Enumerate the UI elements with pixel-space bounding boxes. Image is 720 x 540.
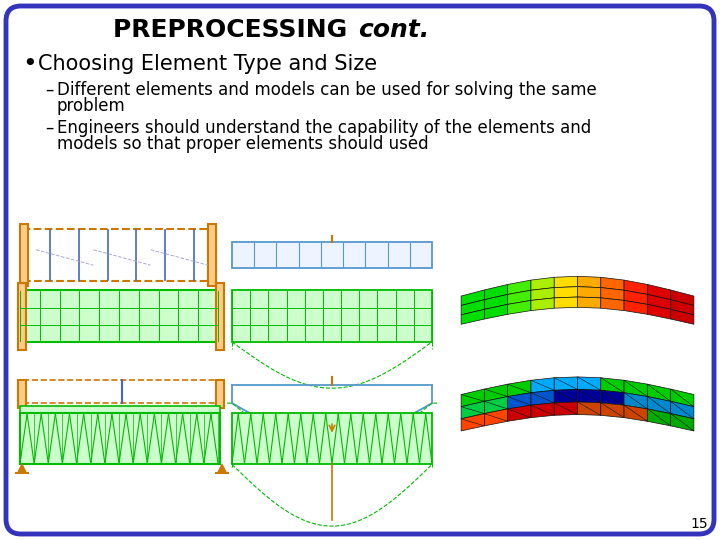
Polygon shape <box>531 277 554 291</box>
Polygon shape <box>485 294 508 309</box>
Polygon shape <box>461 389 485 407</box>
Polygon shape <box>554 377 577 390</box>
FancyBboxPatch shape <box>208 224 216 286</box>
Polygon shape <box>577 287 600 298</box>
Polygon shape <box>508 393 531 409</box>
Polygon shape <box>485 396 508 414</box>
Polygon shape <box>647 409 670 426</box>
Polygon shape <box>647 396 670 414</box>
Polygon shape <box>600 403 624 417</box>
Polygon shape <box>600 288 624 300</box>
Text: Choosing Element Type and Size: Choosing Element Type and Size <box>38 54 377 74</box>
Polygon shape <box>670 300 694 315</box>
FancyBboxPatch shape <box>216 283 224 349</box>
FancyBboxPatch shape <box>20 413 220 464</box>
FancyBboxPatch shape <box>232 242 432 268</box>
Polygon shape <box>554 402 577 415</box>
Polygon shape <box>624 280 647 294</box>
Polygon shape <box>531 378 554 393</box>
Polygon shape <box>485 305 508 319</box>
FancyBboxPatch shape <box>232 291 432 342</box>
FancyBboxPatch shape <box>20 224 28 286</box>
FancyBboxPatch shape <box>23 229 216 281</box>
Polygon shape <box>461 414 485 431</box>
FancyBboxPatch shape <box>20 291 220 342</box>
FancyBboxPatch shape <box>216 381 224 408</box>
Polygon shape <box>18 464 26 472</box>
Polygon shape <box>531 403 554 417</box>
Polygon shape <box>508 280 531 294</box>
Polygon shape <box>461 300 485 315</box>
Text: –: – <box>45 81 53 99</box>
Polygon shape <box>218 464 226 472</box>
Polygon shape <box>647 294 670 309</box>
Polygon shape <box>600 390 624 405</box>
Polygon shape <box>508 380 531 396</box>
Polygon shape <box>600 277 624 291</box>
Text: cont.: cont. <box>358 18 429 42</box>
Polygon shape <box>577 389 600 403</box>
Polygon shape <box>531 390 554 405</box>
Text: •: • <box>22 52 37 76</box>
Polygon shape <box>508 300 531 314</box>
Polygon shape <box>461 290 485 306</box>
Polygon shape <box>577 402 600 415</box>
Text: PREPROCESSING: PREPROCESSING <box>113 18 356 42</box>
Polygon shape <box>508 405 531 421</box>
FancyBboxPatch shape <box>232 413 432 464</box>
Polygon shape <box>624 291 647 305</box>
Text: 15: 15 <box>690 517 708 531</box>
Polygon shape <box>508 291 531 305</box>
Polygon shape <box>531 288 554 300</box>
Polygon shape <box>670 401 694 419</box>
Polygon shape <box>577 377 600 390</box>
Polygon shape <box>577 297 600 308</box>
Polygon shape <box>554 297 577 308</box>
Text: models so that proper elements should used: models so that proper elements should us… <box>57 135 428 153</box>
FancyBboxPatch shape <box>6 6 714 534</box>
Polygon shape <box>461 309 485 324</box>
Polygon shape <box>577 276 600 288</box>
Polygon shape <box>485 409 508 426</box>
Polygon shape <box>670 414 694 431</box>
Polygon shape <box>670 290 694 306</box>
Polygon shape <box>624 300 647 314</box>
Text: Engineers should understand the capability of the elements and: Engineers should understand the capabili… <box>57 119 591 137</box>
Polygon shape <box>554 276 577 288</box>
Polygon shape <box>461 401 485 419</box>
FancyBboxPatch shape <box>20 406 220 421</box>
Polygon shape <box>647 285 670 300</box>
Text: Different elements and models can be used for solving the same: Different elements and models can be use… <box>57 81 597 99</box>
Text: –: – <box>45 119 53 137</box>
Polygon shape <box>647 384 670 401</box>
Polygon shape <box>554 287 577 298</box>
Polygon shape <box>670 389 694 407</box>
FancyBboxPatch shape <box>18 381 26 408</box>
Polygon shape <box>485 285 508 300</box>
Polygon shape <box>600 298 624 310</box>
Polygon shape <box>531 298 554 310</box>
Polygon shape <box>670 309 694 324</box>
Polygon shape <box>647 305 670 319</box>
Polygon shape <box>554 389 577 403</box>
Text: problem: problem <box>57 97 126 115</box>
Polygon shape <box>624 380 647 396</box>
Polygon shape <box>485 384 508 401</box>
Polygon shape <box>600 378 624 393</box>
FancyBboxPatch shape <box>18 283 26 349</box>
Polygon shape <box>624 393 647 409</box>
Polygon shape <box>624 405 647 421</box>
